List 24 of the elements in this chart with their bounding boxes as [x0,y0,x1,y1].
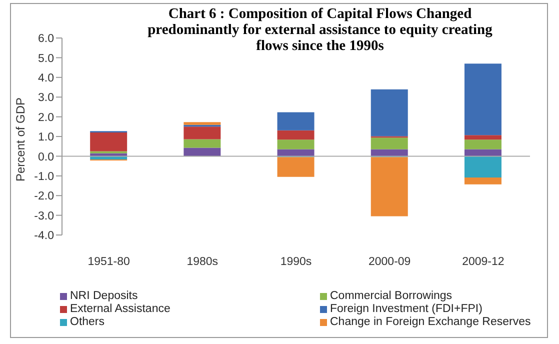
y-axis-title: Percent of GDP [13,97,28,182]
x-tick-label: 1951-80 [88,256,130,268]
y-tick-label: -3.0 [34,210,54,222]
y-tick-label: 3.0 [38,92,54,104]
legend-label: Foreign Investment (FDI+FPI) [330,303,482,315]
y-tick-label: -4.0 [34,230,54,242]
legend-label: NRI Deposits [70,290,138,302]
x-tick-label: 2000-09 [368,256,411,268]
legend-label: Change in Foreign Exchange Reserves [330,316,531,328]
x-tick-label: 1990s [280,256,312,268]
legend-label: Others [70,316,105,328]
y-tick-label: 2.0 [38,112,54,124]
y-tick-label: 0.0 [38,151,54,164]
y-tick-label: -2.0 [34,190,54,203]
y-tick-label: 6.0 [38,33,54,46]
y-tick-label: -1.0 [34,170,54,183]
chart-title: Chart 6 : Composition of Capital Flows Changed predominantly for external assistance to equity creating flows since the 1990s [146,6,494,54]
y-tick-label: 5.0 [38,52,54,65]
x-tick-label: 1980s [186,256,218,268]
legend-label: External Assistance [70,303,170,315]
y-tick-label: 1.0 [38,132,54,144]
y-tick-label: 4.0 [38,72,54,84]
x-tick-label: 2009-12 [462,256,504,268]
legend-label: Commercial Borrowings [330,290,452,302]
